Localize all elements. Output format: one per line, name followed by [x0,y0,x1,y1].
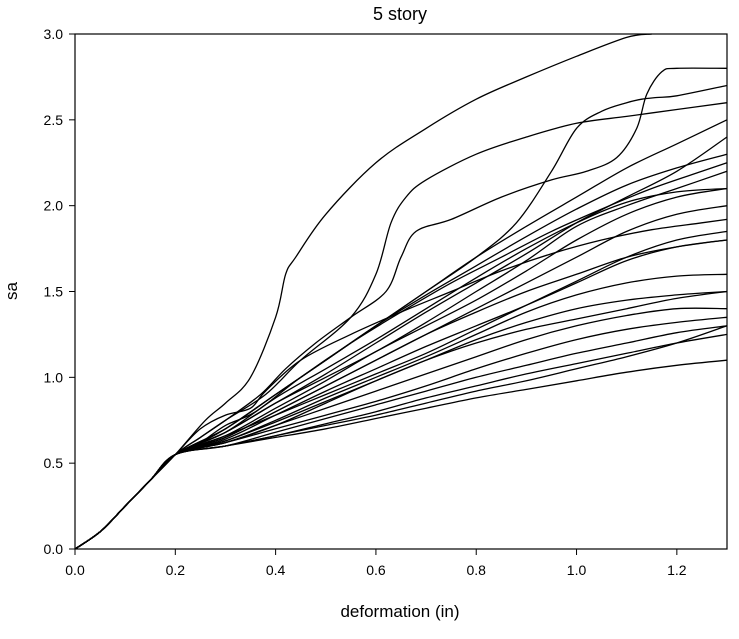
plot-frame [74,33,728,550]
series-line-8 [74,170,728,550]
series-line-1 [74,33,652,550]
series-line-4 [74,84,728,550]
series-line-15 [74,290,728,550]
y-axis: 0.0 0.5 1.0 1.5 2.0 2.5 3.0 [44,26,75,557]
y-tick-label: 1.0 [44,369,64,385]
y-tick-label: 3.0 [44,26,64,42]
x-axis: 0.0 0.2 0.4 0.6 0.8 1.0 1.2 [65,549,687,578]
x-tick-label: 1.2 [667,562,687,578]
series-line-16 [74,307,728,550]
series-line-20 [74,325,728,550]
series-line-10 [74,187,728,550]
series-group [74,33,728,550]
y-tick-label: 2.5 [44,112,64,128]
y-axis-title: sa [2,281,21,300]
series-line-21 [74,359,728,550]
series-line-24 [74,230,728,550]
x-tick-label: 0.4 [266,562,286,578]
y-tick-label: 0.0 [44,541,64,557]
series-line-17 [74,316,728,550]
x-tick-label: 0.8 [466,562,486,578]
series-line-3 [74,102,728,550]
series-line-18 [74,325,728,550]
x-tick-label: 0.0 [65,562,85,578]
y-tick-label: 0.5 [44,455,64,471]
x-axis-title: deformation (in) [340,602,459,621]
x-tick-label: 0.6 [366,562,386,578]
chart-title: 5 story [373,4,427,24]
series-line-22 [74,218,728,550]
y-tick-label: 2.0 [44,198,64,214]
series-line-9 [74,187,728,550]
y-tick-label: 1.5 [44,284,64,300]
x-tick-label: 1.0 [567,562,587,578]
series-line-25 [74,290,728,550]
x-tick-label: 0.2 [166,562,186,578]
